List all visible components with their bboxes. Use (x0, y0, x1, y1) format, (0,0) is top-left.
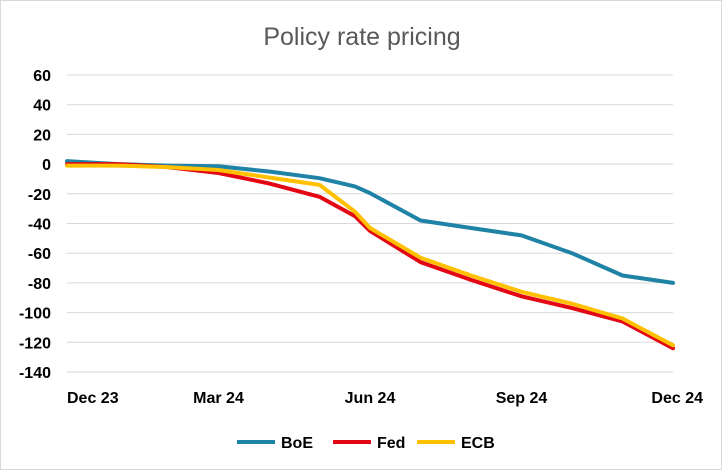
y-tick-label: -20 (28, 187, 51, 204)
x-tick-label: Mar 24 (193, 390, 244, 407)
y-tick-label: -120 (19, 335, 51, 352)
chart-title: Policy rate pricing (263, 23, 460, 51)
legend-label-ecb: ECB (461, 435, 495, 452)
y-tick-label: -100 (19, 306, 51, 323)
series-line-boe (65, 159, 675, 285)
legend-label-boe: BoE (281, 435, 313, 452)
y-tick-label: 20 (33, 127, 51, 144)
y-tick-label: -140 (19, 365, 51, 382)
x-tick-label: Dec 24 (651, 390, 703, 407)
y-tick-label: 0 (42, 157, 51, 174)
x-tick-label: Dec 23 (67, 390, 119, 407)
y-axis-ticks: 60 40 20 0 -20 -40 -60 -80 -100 -120 -140 (19, 68, 51, 382)
y-tick-label: 60 (33, 68, 51, 85)
legend: BoE Fed ECB (237, 435, 495, 452)
grid-layer (67, 74, 673, 373)
y-tick-label: 40 (33, 98, 51, 115)
series-line-ecb (65, 163, 675, 348)
y-tick-label: -60 (28, 246, 51, 263)
x-tick-label: Jun 24 (345, 390, 396, 407)
legend-label-fed: Fed (377, 435, 405, 452)
series-layer (65, 159, 675, 351)
x-axis-ticks: Dec 23 Mar 24 Jun 24 Sep 24 Dec 24 (67, 390, 703, 407)
y-tick-label: -40 (28, 217, 51, 234)
y-tick-label: -80 (28, 276, 51, 293)
x-tick-label: Sep 24 (496, 390, 548, 407)
